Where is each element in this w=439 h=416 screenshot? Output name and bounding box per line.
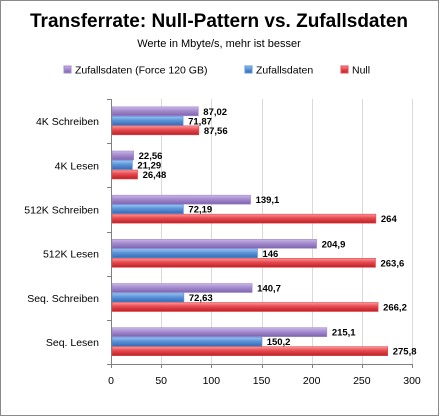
category-label-1: 4K Lesen xyxy=(55,160,100,172)
bar-0-5 xyxy=(111,327,328,337)
value-label-2-2: 264 xyxy=(381,214,398,225)
value-label-0-3: 204,9 xyxy=(322,239,346,250)
category-label-0: 4K Schreiben xyxy=(36,116,99,128)
legend-swatch-1 xyxy=(244,65,253,74)
value-label-2-3: 263,6 xyxy=(380,258,404,269)
value-label-2-5: 275,8 xyxy=(393,347,417,358)
bar-1-2 xyxy=(111,204,184,214)
value-label-1-4: 72,63 xyxy=(189,293,213,304)
bar-0-4 xyxy=(111,283,253,293)
value-label-1-2: 72,19 xyxy=(188,205,212,216)
legend-label-2: Null xyxy=(352,65,370,77)
value-label-1-3: 146 xyxy=(262,249,278,260)
category-label-4: Seq. Schreiben xyxy=(27,293,99,305)
value-label-1-1: 21,29 xyxy=(137,161,161,172)
bar-2-4 xyxy=(111,302,379,312)
legend-swatch-2 xyxy=(340,65,349,74)
category-label-2: 512K Schreiben xyxy=(24,204,99,216)
value-label-2-0: 87,56 xyxy=(204,126,228,137)
value-label-0-5: 215,1 xyxy=(332,328,356,339)
bar-1-4 xyxy=(111,292,185,303)
legend-label-0: Zufallsdaten (Force 120 GB) xyxy=(75,65,207,77)
bar-2-3 xyxy=(111,258,376,268)
value-label-2-4: 266,2 xyxy=(383,303,407,314)
bar-1-5 xyxy=(111,336,263,347)
gridlines xyxy=(161,99,413,364)
legend: Zufallsdaten (Force 120 GB) Zufallsdaten N… xyxy=(63,65,370,77)
bar-2-0 xyxy=(111,125,200,136)
value-label-0-4: 140,7 xyxy=(257,284,281,295)
value-label-0-2: 139,1 xyxy=(256,195,280,206)
bar-0-2 xyxy=(111,194,251,205)
bar-1-1 xyxy=(111,160,133,170)
x-tick-label-1: 50 xyxy=(155,375,167,387)
bar-1-0 xyxy=(111,116,184,126)
bar-2-1 xyxy=(111,169,138,180)
bar-0-0 xyxy=(111,106,199,117)
bar-0-1 xyxy=(111,150,134,161)
legend-label-1: Zufallsdaten xyxy=(256,65,313,77)
value-label-1-5: 150,2 xyxy=(267,337,291,348)
bar-2-5 xyxy=(111,346,389,356)
category-label-3: 512K Lesen xyxy=(43,249,99,261)
x-tick-label-3: 150 xyxy=(253,375,271,387)
chart-subtitle: Werte in Mbyte/s, mehr ist besser xyxy=(137,38,301,50)
value-label-0-1: 22,56 xyxy=(139,151,163,162)
x-tick-label-4: 200 xyxy=(303,375,321,387)
x-tick-label-0: 0 xyxy=(108,375,114,387)
x-tick-label-6: 300 xyxy=(403,375,421,387)
x-tick-label-2: 100 xyxy=(203,375,221,387)
legend-swatch-0 xyxy=(63,65,72,74)
bar-1-3 xyxy=(111,248,258,259)
chart-title: Transferrate: Null-Pattern vs. Zufallsda… xyxy=(30,11,408,32)
x-tick-label-5: 250 xyxy=(353,375,371,387)
bar-2-2 xyxy=(111,213,377,224)
category-label-5: Seq. Lesen xyxy=(46,337,99,349)
value-label-1-0: 71,87 xyxy=(188,116,212,127)
bar-0-3 xyxy=(111,239,317,249)
axes: 0 50 100 150 200 250 300 4K Schreiben 4K Lesen 51… xyxy=(24,99,421,387)
value-label-0-0: 87,02 xyxy=(203,107,227,118)
value-label-2-1: 26,48 xyxy=(143,170,167,181)
